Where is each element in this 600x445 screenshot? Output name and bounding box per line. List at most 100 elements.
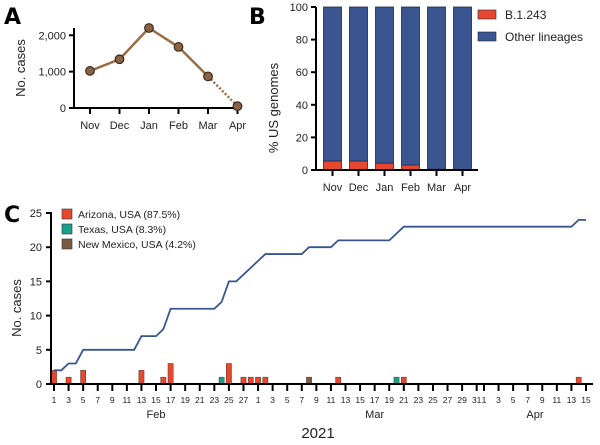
panel-c-cumulative-line: [54, 218, 586, 372]
panel-c-x-tick-label: 5: [285, 395, 290, 405]
panel-c-legend-label: Texas, USA (8.3%): [78, 224, 166, 236]
panel-b-bar-other-jan: [375, 6, 394, 164]
panel-c-x-tick-label: 25: [428, 395, 438, 405]
panel-c-x-tick-label: 11: [122, 395, 131, 405]
panel-a-x-ticks: Nov Dec Jan Feb Mar Apr: [80, 108, 246, 132]
panel-a-point-apr: [232, 101, 243, 112]
panel-c-x-tick-label: 1: [52, 395, 57, 405]
panel-a-series: [85, 23, 243, 112]
panel-c-x-tick-label: 27: [443, 395, 453, 405]
panel-b-legend: B.1.243 Other lineages: [477, 8, 583, 44]
panel-c-x-tick-label: 25: [224, 395, 234, 405]
panel-b-x-tick-label: Jan: [376, 182, 394, 194]
panel-c-ylabel: No. cases: [9, 279, 24, 337]
panel-c-x-tick-label: 11: [552, 395, 561, 405]
panel-c-bar-az: [575, 376, 582, 385]
panel-c-bar-az: [247, 376, 254, 385]
panel-c-x-tick-label: 9: [110, 395, 115, 405]
panel-c-x-tick-label: 17: [166, 395, 176, 405]
panel-b-legend-label: Other lineages: [505, 30, 583, 44]
panel-c-x-tick-label: 15: [151, 395, 161, 405]
panel-a-line-segment-dotted: [207, 75, 239, 108]
panel-c-x-tick-label: 13: [137, 395, 147, 405]
panel-a-x-tick-label: Mar: [199, 120, 218, 132]
panel-c-x-tick-label: 1: [256, 395, 261, 405]
panel-b-x-tick-label: Feb: [401, 182, 420, 194]
panel-c-x-tick-label: 29: [457, 395, 467, 405]
panel-c-bar-az: [226, 363, 232, 385]
panel-c-bar-az: [80, 370, 87, 385]
panel-c-x-tick-label: 27: [239, 395, 249, 405]
panel-a-x-tick-label: Feb: [169, 120, 188, 132]
panel-b-x-tick-label: Dec: [349, 182, 369, 194]
panel-a-point-jan: [144, 23, 154, 33]
panel-c-legend-swatch-az: [61, 208, 73, 220]
panel-c-x-tick-label: 5: [511, 395, 516, 405]
panel-c-x-tick-label: 5: [81, 395, 86, 405]
panel-b-bars: [323, 6, 472, 171]
panel-c-y-tick-label: 0: [36, 379, 42, 391]
panel-c-bar-az: [167, 363, 174, 385]
panel-c-y-tick-label: 20: [30, 242, 42, 254]
panel-b-bar-other-mar: [427, 6, 446, 170]
panel-b-legend-swatch: [477, 9, 497, 20]
panel-b-legend-label: B.1.243: [505, 8, 547, 22]
panel-b-legend-swatch: [477, 31, 497, 42]
panel-c-x-tick-label: 23: [414, 395, 424, 405]
panel-c-x-tick-label: 19: [384, 395, 394, 405]
panel-b-x-tick-label: Nov: [323, 182, 343, 194]
panel-c-x-tick-label: 3: [66, 395, 71, 405]
panel-c-bar-tx: [393, 376, 400, 385]
panel-c-x-tick-label: 7: [299, 395, 304, 405]
panel-c-bar-az: [262, 376, 269, 385]
panel-b-bar-other-nov: [323, 6, 342, 162]
panel-a-y-tick-label: 1,000: [38, 67, 66, 79]
panel-a-line-segment: [118, 27, 150, 61]
panel-c-cumulative-polyline: [54, 218, 586, 372]
panel-a-x-tick-label: Apr: [229, 120, 246, 132]
panel-c-x-tick-label: 9: [314, 395, 319, 405]
panel-b-x-tick-label: Mar: [427, 182, 446, 194]
panel-b-bar-b1243-dec: [349, 160, 368, 171]
panel-c-x-tick-label: 7: [525, 395, 530, 405]
panel-a-y-tick-label: 2,000: [38, 30, 66, 42]
panel-c-legend-swatch-nm: [61, 238, 73, 250]
panel-c-bar-az: [400, 376, 407, 385]
panel-c-bar-az: [255, 376, 261, 385]
panel-c-month-label: Feb: [147, 409, 166, 421]
panel-a-ylabel: No. cases: [13, 39, 28, 97]
panel-c-x-tick-label: 9: [540, 395, 545, 405]
panel-c-bar-az: [335, 376, 342, 385]
panel-a-line-segment: [89, 58, 120, 73]
panel-c-y-tick-label: 25: [30, 208, 42, 220]
panel-c-x-tick-label: 17: [370, 395, 380, 405]
panel-c-legend-label: New Mexico, USA (4.2%): [78, 239, 196, 251]
panel-b-y-tick-label: 0: [302, 165, 308, 177]
panel-c-x-tick-label: 13: [567, 395, 577, 405]
panel-b-bar-other-apr: [453, 6, 472, 171]
panel-c-x-tick-label: 31: [472, 395, 482, 405]
panel-c-month-label: Mar: [365, 409, 384, 421]
panel-c-x-tick-label: 7: [95, 395, 100, 405]
panel-c-x-tick-label: 13: [341, 395, 351, 405]
panel-c-x-ticks: 1 3 5 7 9 11 13 15 17 19 21 23 25 27 1 3 5 7 9 11 13 15 17 19 21…: [52, 384, 591, 405]
panel-c-x-tick-label: 1: [482, 395, 487, 405]
panel-b-bar-other-dec: [349, 6, 368, 162]
panel-c-bar-az: [138, 370, 145, 385]
panel-a-line-segment: [148, 26, 180, 48]
panel-c-bar-az: [65, 376, 72, 385]
panel-b-bar-other-feb: [401, 6, 420, 166]
panel-c-x-tick-label: 21: [195, 395, 205, 405]
panel-c-x-tick-label: 23: [210, 395, 220, 405]
panel-c-month-label: Apr: [526, 409, 543, 421]
panel-c-y-ticks: 0 5 10 15 20 25: [30, 208, 51, 391]
panel-c-x-tick-label: 11: [327, 395, 336, 405]
panel-a-letter: A: [4, 5, 21, 30]
panel-c-legend-swatch-tx: [61, 223, 73, 235]
panel-a-x-tick-label: Nov: [80, 120, 100, 132]
panel-a-y-tick-label: 0: [60, 103, 66, 115]
panel-c-x-tick-label: 3: [496, 395, 501, 405]
panel-a-x-tick-label: Dec: [110, 120, 130, 132]
